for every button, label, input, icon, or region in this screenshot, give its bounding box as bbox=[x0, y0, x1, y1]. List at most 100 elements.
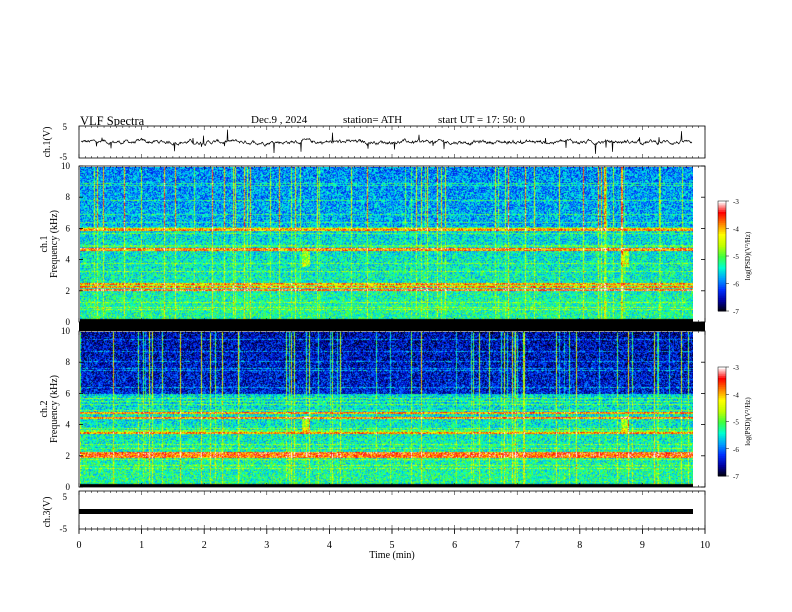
colorbar-tick-label: -4 bbox=[733, 391, 739, 399]
colorbar-segment bbox=[718, 428, 726, 432]
xaxis-tick-label: 10 bbox=[700, 540, 710, 551]
colorbar-segment bbox=[718, 474, 726, 477]
colorbar-segment bbox=[718, 401, 726, 404]
colorbar-segment bbox=[718, 368, 726, 372]
ch2-spec-ylabel-freq: Frequency (kHz) bbox=[49, 375, 60, 443]
colorbar-segment bbox=[718, 470, 726, 473]
colorbar-segment bbox=[718, 298, 726, 301]
colorbar-segment bbox=[718, 224, 726, 228]
xaxis-tick-label: 0 bbox=[77, 540, 82, 551]
time-axis: 0 1 2 3 4 5 6 7 8 9 10 bbox=[77, 529, 710, 551]
xaxis-tick-label: 8 bbox=[577, 540, 582, 551]
colorbar-segment bbox=[718, 412, 726, 415]
date-label: Dec.9 , 2024 bbox=[251, 114, 308, 126]
ch1-frame bbox=[78, 125, 706, 159]
colorbar-tick-label: -5 bbox=[733, 419, 739, 427]
xaxis-tick-label: 7 bbox=[515, 540, 520, 551]
colorbar-segment bbox=[718, 256, 726, 259]
colorbar-segment bbox=[718, 403, 726, 406]
colorbar-segment bbox=[718, 381, 726, 384]
colorbar-segment bbox=[718, 259, 726, 262]
spec-ytick-label: 4 bbox=[66, 420, 71, 430]
colorbar-segment bbox=[718, 215, 726, 218]
colorbar-segment bbox=[718, 252, 726, 255]
colorbar-segment bbox=[718, 217, 726, 220]
colorbar-segment bbox=[718, 406, 726, 410]
xaxis-tick-label: 2 bbox=[202, 540, 207, 551]
colorbar-segment bbox=[718, 270, 726, 273]
xaxis-label: Time (min) bbox=[369, 550, 414, 561]
ch3-waveform-line bbox=[79, 509, 693, 514]
panel-separator bbox=[79, 322, 705, 331]
colorbar-segment bbox=[718, 432, 726, 435]
ch3-ytick-bottom: -5 bbox=[60, 524, 68, 534]
colorbar-segment bbox=[718, 239, 726, 242]
colorbar-segment bbox=[718, 292, 726, 295]
colorbar-segment bbox=[718, 410, 726, 413]
colorbar-segment bbox=[718, 390, 726, 393]
colorbar-segment bbox=[718, 300, 726, 303]
colorbar-segment bbox=[718, 377, 726, 381]
ch1-spec-ylabel-channel: ch.1 bbox=[39, 236, 50, 253]
colorbar-segment bbox=[718, 246, 726, 250]
station-label: station= ATH bbox=[343, 114, 403, 126]
colorbar-segment bbox=[718, 472, 726, 475]
colorbar-segment bbox=[718, 241, 726, 244]
colorbar-segment bbox=[718, 446, 726, 450]
xaxis-tick-label: 3 bbox=[264, 540, 269, 551]
colorbar-segment bbox=[718, 221, 726, 224]
colorbar-segment bbox=[718, 459, 726, 462]
colorbar-segment bbox=[718, 305, 726, 308]
colorbar-segment bbox=[718, 439, 726, 442]
colorbar-segment bbox=[718, 279, 726, 283]
ch2-spec-ylabel-channel: ch.2 bbox=[39, 401, 50, 418]
colorbar-segment bbox=[718, 448, 726, 452]
colorbar-segment bbox=[718, 423, 726, 426]
colorbar-segment bbox=[718, 250, 726, 253]
colorbar-segment bbox=[718, 201, 726, 204]
colorbar-tick-label: -3 bbox=[733, 364, 739, 372]
colorbar-segment bbox=[718, 452, 726, 455]
colorbar-segment bbox=[718, 254, 726, 257]
colorbar-segment bbox=[718, 294, 726, 297]
ch1-spectrogram-panel: ch.1 Frequency (kHz) 0 2 4 6 8 10 bbox=[39, 161, 706, 327]
colorbar-segment bbox=[718, 307, 726, 310]
colorbar-segment bbox=[718, 388, 726, 392]
colorbar-segment bbox=[718, 235, 726, 239]
colorbar-segment bbox=[718, 419, 726, 422]
colorbar-segment bbox=[718, 213, 726, 217]
colorbar-segment bbox=[718, 267, 726, 270]
colorbar-segment bbox=[718, 416, 726, 419]
colorbar-segment bbox=[718, 468, 726, 472]
colorbar-segment bbox=[718, 376, 726, 379]
colorbar-segment bbox=[718, 374, 726, 377]
ch1-waveform-panel: 5 -5 ch.1(V) bbox=[42, 122, 706, 162]
colorbar-segment bbox=[718, 383, 726, 386]
colorbar-segment bbox=[718, 210, 726, 213]
xaxis-tick-label: 4 bbox=[327, 540, 332, 551]
colorbar-segment bbox=[718, 232, 726, 235]
xaxis-tick-label: 9 bbox=[640, 540, 645, 551]
colorbar-segment bbox=[718, 281, 726, 284]
colorbar-segment bbox=[718, 263, 726, 266]
spec-ytick-label: 10 bbox=[61, 161, 71, 171]
colorbar-segment bbox=[718, 437, 726, 441]
spec-ytick-label: 8 bbox=[66, 192, 71, 202]
colorbar-segment bbox=[718, 234, 726, 237]
ch1-spec-ylabel-freq: Frequency (kHz) bbox=[49, 210, 60, 278]
spec-ytick-label: 8 bbox=[66, 357, 71, 367]
colorbar-segment bbox=[718, 463, 726, 466]
colorbar-label: log(PSD)(V²/Hz) bbox=[744, 397, 752, 446]
colorbar-tick-label: -4 bbox=[733, 226, 739, 234]
xaxis-tick-label: 1 bbox=[139, 540, 144, 551]
colorbar-segment bbox=[718, 309, 726, 312]
colorbar-segment bbox=[718, 228, 726, 231]
ch1-waveform-line bbox=[80, 129, 693, 154]
colorbar-segment bbox=[718, 399, 726, 403]
colorbar-segment bbox=[718, 223, 726, 226]
colorbar-segment bbox=[718, 290, 726, 294]
colorbar-segment bbox=[718, 417, 726, 421]
colorbar-segment bbox=[718, 206, 726, 209]
colorbar-segment bbox=[718, 261, 726, 264]
